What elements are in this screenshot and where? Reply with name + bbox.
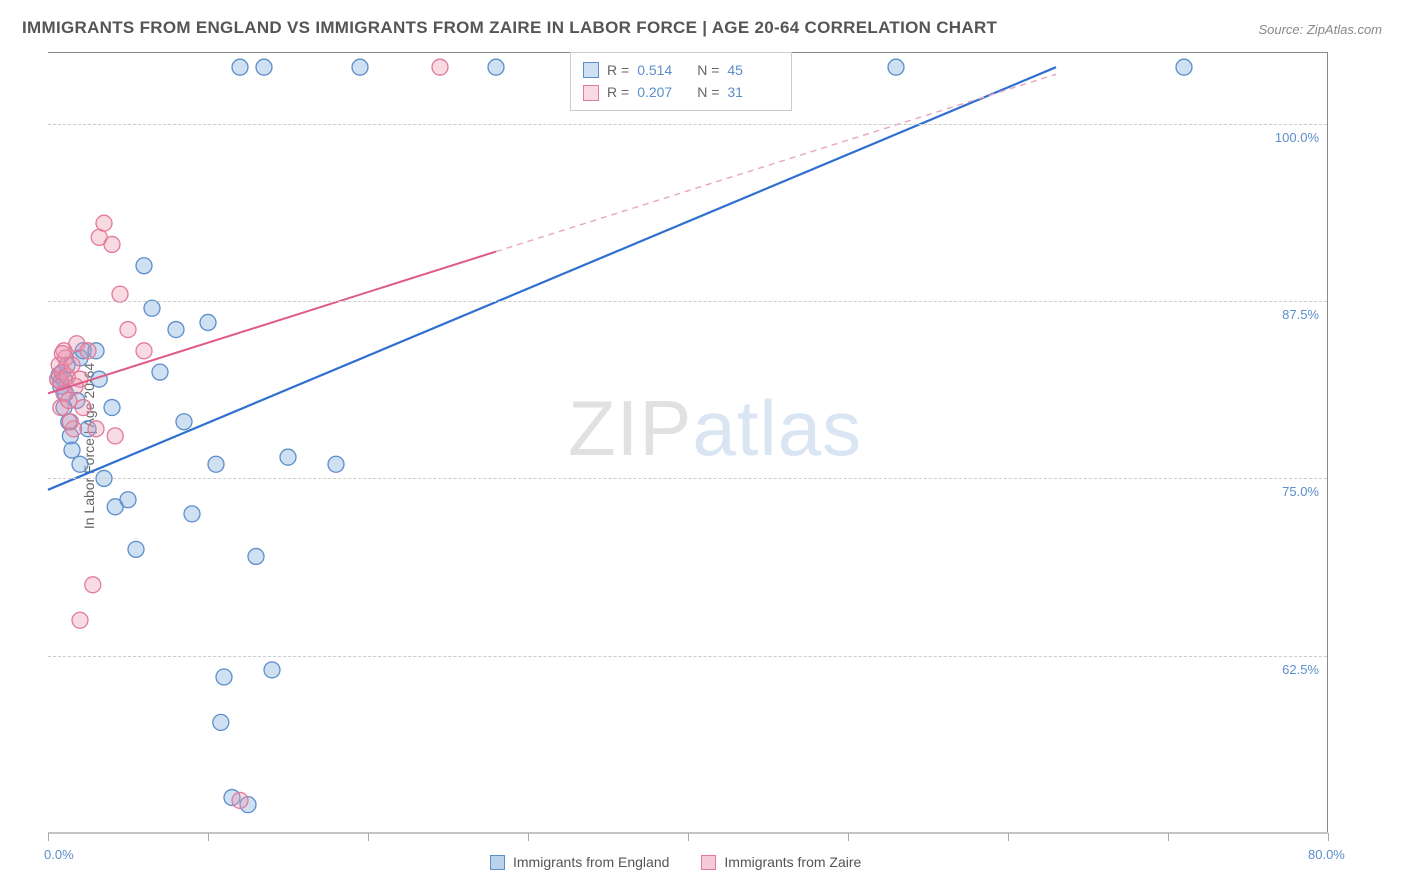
legend-r-label: R = bbox=[607, 81, 629, 103]
legend-item-zaire: Immigrants from Zaire bbox=[701, 854, 861, 870]
legend-row-england: R = 0.514 N = 45 bbox=[583, 59, 779, 81]
gridline-h bbox=[48, 124, 1327, 125]
legend-n-label: N = bbox=[697, 81, 719, 103]
legend-item-england: Immigrants from England bbox=[490, 854, 669, 870]
legend-bottom-swatch-england bbox=[490, 855, 505, 870]
x-tick-mark bbox=[528, 833, 529, 841]
legend-swatch-england bbox=[583, 62, 599, 78]
legend-n-value-zaire: 31 bbox=[727, 81, 779, 103]
x-tick-label: 80.0% bbox=[1308, 847, 1345, 862]
x-tick-mark bbox=[48, 833, 49, 841]
legend-bottom-label-england: Immigrants from England bbox=[513, 854, 669, 870]
legend-r-value-england: 0.514 bbox=[637, 59, 689, 81]
legend-r-value-zaire: 0.207 bbox=[637, 81, 689, 103]
legend-bottom-swatch-zaire bbox=[701, 855, 716, 870]
gridline-h bbox=[48, 478, 1327, 479]
correlation-legend: R = 0.514 N = 45 R = 0.207 N = 31 bbox=[570, 52, 792, 111]
x-tick-mark bbox=[688, 833, 689, 841]
source-label: Source: ZipAtlas.com bbox=[1258, 22, 1382, 37]
x-tick-mark bbox=[848, 833, 849, 841]
series-legend: Immigrants from England Immigrants from … bbox=[490, 854, 861, 870]
legend-n-value-england: 45 bbox=[727, 59, 779, 81]
x-tick-mark bbox=[208, 833, 209, 841]
y-tick-label: 87.5% bbox=[1282, 307, 1319, 322]
chart-title: IMMIGRANTS FROM ENGLAND VS IMMIGRANTS FR… bbox=[22, 18, 997, 38]
x-tick-mark bbox=[1328, 833, 1329, 841]
x-tick-mark bbox=[1008, 833, 1009, 841]
y-tick-label: 75.0% bbox=[1282, 484, 1319, 499]
legend-r-label: R = bbox=[607, 59, 629, 81]
y-tick-label: 62.5% bbox=[1282, 662, 1319, 677]
x-tick-mark bbox=[1168, 833, 1169, 841]
gridline-h bbox=[48, 656, 1327, 657]
plot-area: ZIPatlas 62.5%75.0%87.5%100.0%0.0%80.0% bbox=[48, 52, 1328, 832]
y-tick-label: 100.0% bbox=[1275, 130, 1319, 145]
legend-swatch-zaire bbox=[583, 85, 599, 101]
legend-row-zaire: R = 0.207 N = 31 bbox=[583, 81, 779, 103]
gridline-h bbox=[48, 301, 1327, 302]
x-tick-mark bbox=[368, 833, 369, 841]
x-tick-label: 0.0% bbox=[44, 847, 74, 862]
legend-n-label: N = bbox=[697, 59, 719, 81]
legend-bottom-label-zaire: Immigrants from Zaire bbox=[724, 854, 861, 870]
scatter-plot-svg bbox=[48, 53, 1327, 832]
